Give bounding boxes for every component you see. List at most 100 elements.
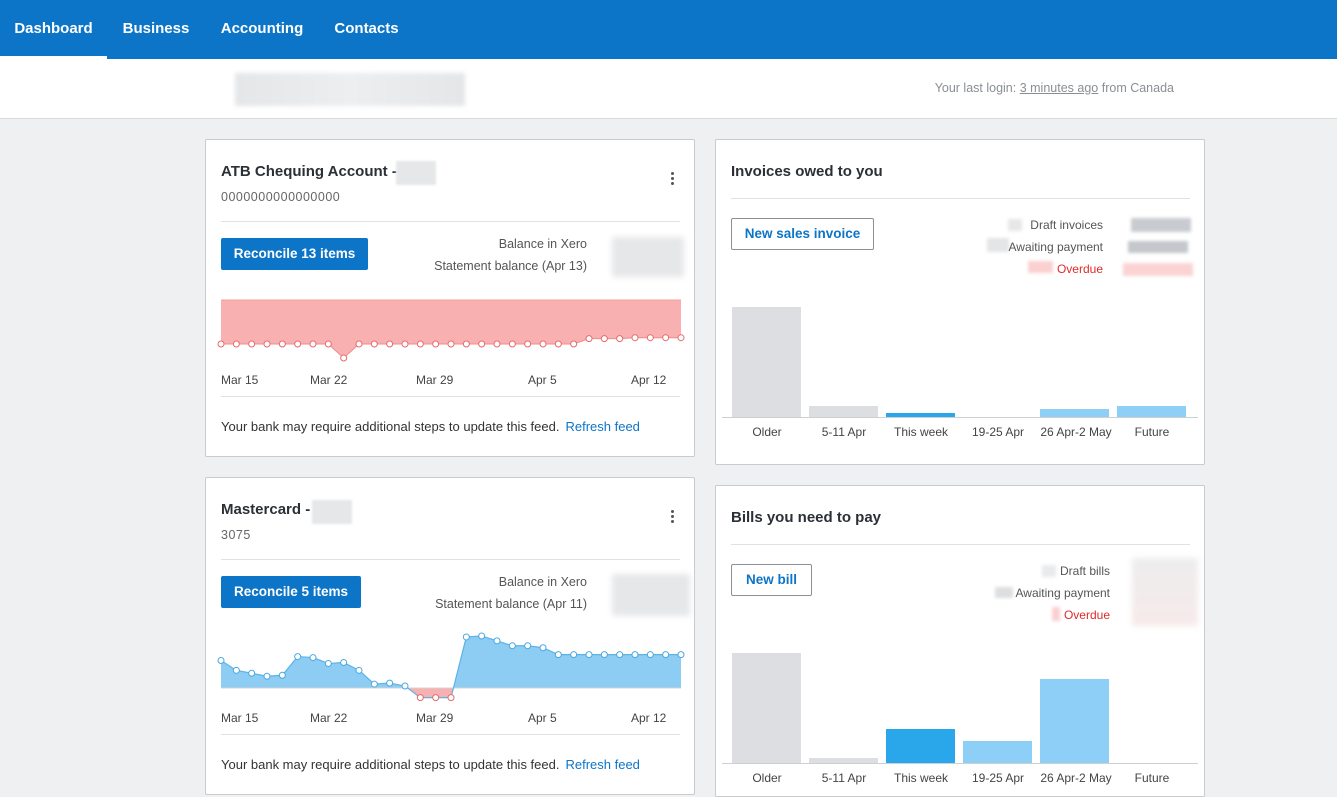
axis-label: Mar 22 <box>310 711 348 725</box>
trend-point <box>386 340 394 348</box>
bank-account-card-mastercard: Mastercard - 3075 Reconcile 5 items Bala… <box>205 477 695 795</box>
feed-message: Your bank may require additional steps t… <box>221 757 640 772</box>
axis-label: Mar 15 <box>221 373 259 387</box>
divider <box>731 544 1190 545</box>
trend-point <box>677 651 685 659</box>
more-options-icon[interactable] <box>665 508 679 526</box>
trend-point <box>278 671 286 679</box>
trend-point <box>432 694 440 702</box>
trend-point <box>248 340 256 348</box>
legend-overdue: Overdue <box>1056 262 1103 276</box>
trend-point <box>370 680 378 688</box>
tab-contacts[interactable]: Contacts <box>334 20 399 37</box>
reconcile-button[interactable]: Reconcile 13 items <box>221 238 368 270</box>
trend-point <box>263 340 271 348</box>
bar-this-week[interactable] <box>886 412 955 417</box>
category-label: This week <box>893 425 949 439</box>
trend-point <box>263 672 271 680</box>
category-label: 19-25 Apr <box>971 771 1025 785</box>
trend-point <box>355 340 363 348</box>
feed-message-text: Your bank may require additional steps t… <box>221 419 560 434</box>
account-name: ATB Chequing Account - <box>221 163 397 180</box>
trend-point <box>478 340 486 348</box>
trend-point <box>570 651 578 659</box>
account-name-redacted <box>396 161 436 185</box>
trend-point <box>493 637 501 645</box>
category-label: Future <box>1134 771 1170 785</box>
account-number: 0000000000000000 <box>221 190 341 204</box>
chart-baseline <box>722 417 1198 418</box>
trend-point <box>508 340 516 348</box>
trend-point <box>386 679 394 687</box>
overdue-count-redacted <box>1052 607 1060 621</box>
balance-trend-chart <box>217 299 685 362</box>
chart-baseline <box>722 763 1198 764</box>
trend-point <box>631 651 639 659</box>
tab-dashboard[interactable]: Dashboard <box>0 0 107 59</box>
trend-point <box>585 651 593 659</box>
trend-point <box>508 642 516 650</box>
trend-point <box>324 659 332 667</box>
last-login-prefix: Your last login: <box>934 81 1017 95</box>
last-login-time-link[interactable]: 3 minutes ago <box>1019 81 1099 95</box>
bar-older[interactable] <box>732 653 801 763</box>
bar-26-apr-2-may[interactable] <box>1040 409 1109 417</box>
sub-header: Your last login: 3 minutes ago from Cana… <box>0 59 1337 119</box>
reconcile-button[interactable]: Reconcile 5 items <box>221 576 361 608</box>
bar-this-week[interactable] <box>886 728 955 763</box>
bills-title: Bills you need to pay <box>731 509 882 526</box>
feed-message: Your bank may require additional steps t… <box>221 419 640 434</box>
tab-accounting[interactable]: Accounting <box>220 20 304 37</box>
axis-label: Apr 5 <box>528 373 557 387</box>
axis-label: Mar 29 <box>416 373 454 387</box>
legend-draft-invoices: Draft invoices <box>1030 218 1103 232</box>
refresh-feed-link[interactable]: Refresh feed <box>565 757 640 772</box>
category-label: Older <box>752 771 782 785</box>
axis-label: Apr 5 <box>528 711 557 725</box>
bar-5-11-apr[interactable] <box>809 406 878 417</box>
new-sales-invoice-button[interactable]: New sales invoice <box>731 218 874 250</box>
axis-label: Mar 15 <box>221 711 259 725</box>
trend-point <box>554 340 562 348</box>
legend-awaiting-payment: Awaiting payment <box>1015 586 1111 600</box>
trend-area-negative <box>221 300 681 358</box>
trend-point <box>462 633 470 641</box>
bar-26-apr-2-may[interactable] <box>1040 679 1109 763</box>
trend-point <box>370 340 378 348</box>
trend-point <box>309 340 317 348</box>
balance-in-xero-label: Balance in Xero <box>498 237 587 251</box>
overdue-count-redacted <box>1028 261 1053 273</box>
category-label: 26 Apr-2 May <box>1040 425 1112 439</box>
trend-point <box>662 651 670 659</box>
trend-point <box>232 666 240 674</box>
trend-point <box>677 334 685 342</box>
trend-point <box>416 340 424 348</box>
trend-point <box>478 632 486 640</box>
trend-point <box>401 682 409 690</box>
balance-in-xero-label: Balance in Xero <box>498 575 587 589</box>
bar-19-25-apr[interactable] <box>963 741 1032 763</box>
refresh-feed-link[interactable]: Refresh feed <box>565 419 640 434</box>
trend-point <box>631 334 639 342</box>
bar-future[interactable] <box>1117 406 1186 417</box>
category-label: Older <box>752 425 782 439</box>
divider <box>221 221 680 222</box>
new-bill-button[interactable]: New bill <box>731 564 812 596</box>
trend-point <box>278 340 286 348</box>
trend-point <box>524 340 532 348</box>
trend-point <box>324 340 332 348</box>
bar-older[interactable] <box>732 307 801 417</box>
trend-point <box>248 669 256 677</box>
statement-balance-label: Statement balance (Apr 13) <box>434 259 587 273</box>
last-login-suffix: from Canada <box>1101 81 1174 95</box>
tab-business[interactable]: Business <box>122 20 190 37</box>
bill-amounts-redacted <box>1132 558 1198 626</box>
trend-point <box>616 651 624 659</box>
trend-point <box>294 340 302 348</box>
trend-point <box>539 644 547 652</box>
trend-point <box>646 334 654 342</box>
bar-5-11-apr[interactable] <box>809 757 878 763</box>
divider <box>221 734 680 735</box>
more-options-icon[interactable] <box>665 170 679 188</box>
bank-account-card-atb: ATB Chequing Account - 0000000000000000 … <box>205 139 695 457</box>
